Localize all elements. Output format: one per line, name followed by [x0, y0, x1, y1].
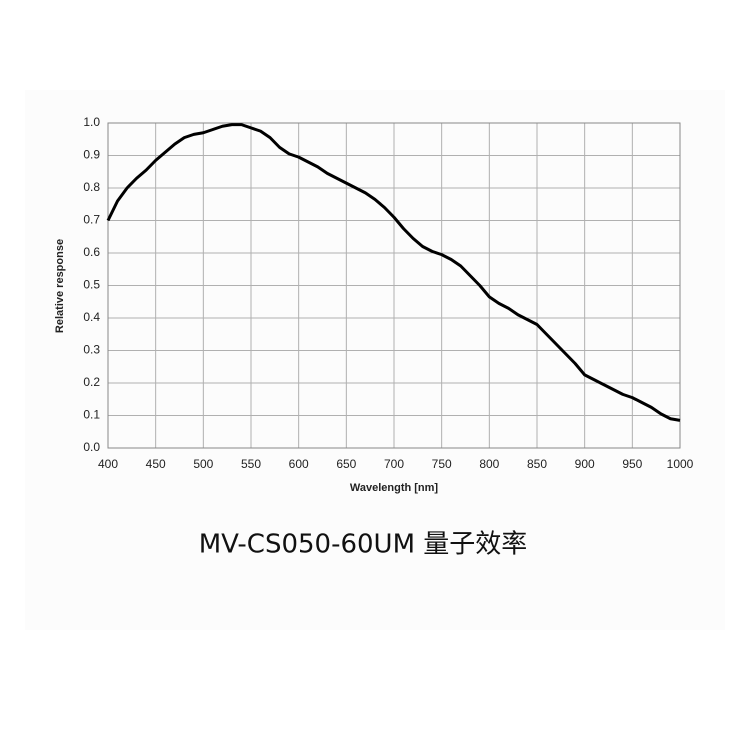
data-line: [106, 123, 681, 422]
x-tick-label: 450: [146, 457, 166, 471]
chart-title: MV-CS050-60UM 量子效率: [199, 530, 528, 560]
y-tick-label: 0.1: [83, 408, 100, 422]
x-axis-title: Wavelength [nm]: [350, 482, 439, 494]
x-tick-label: 600: [289, 457, 309, 471]
y-tick-label: 1.0: [83, 115, 100, 129]
x-tick-label: 850: [527, 457, 547, 471]
y-tick-label: 0.4: [83, 310, 100, 324]
y-tick-label: 0.2: [83, 375, 100, 389]
x-tick-label: 650: [336, 457, 356, 471]
x-tick-label: 950: [622, 457, 642, 471]
x-tick-label: 900: [575, 457, 595, 471]
y-tick-label: 0.6: [83, 245, 100, 259]
x-tick-label: 1000: [667, 457, 694, 471]
y-tick-label: 0.7: [83, 213, 100, 227]
x-tick-label: 400: [98, 457, 118, 471]
panel: [25, 90, 725, 630]
x-tick-label: 800: [479, 457, 499, 471]
y-tick-label: 0.5: [83, 278, 100, 292]
y-tick-label: 0.8: [83, 180, 100, 194]
x-tick-label: 750: [432, 457, 452, 471]
y-tick-label: 0.0: [83, 440, 100, 454]
y-tick-label: 0.3: [83, 343, 100, 357]
x-tick-label: 700: [384, 457, 404, 471]
y-tick-label: 0.9: [83, 148, 100, 162]
plot-border: [107, 122, 681, 449]
y-axis-title: Relative response: [54, 239, 66, 333]
x-tick-label: 500: [193, 457, 213, 471]
x-tick-label: 550: [241, 457, 261, 471]
